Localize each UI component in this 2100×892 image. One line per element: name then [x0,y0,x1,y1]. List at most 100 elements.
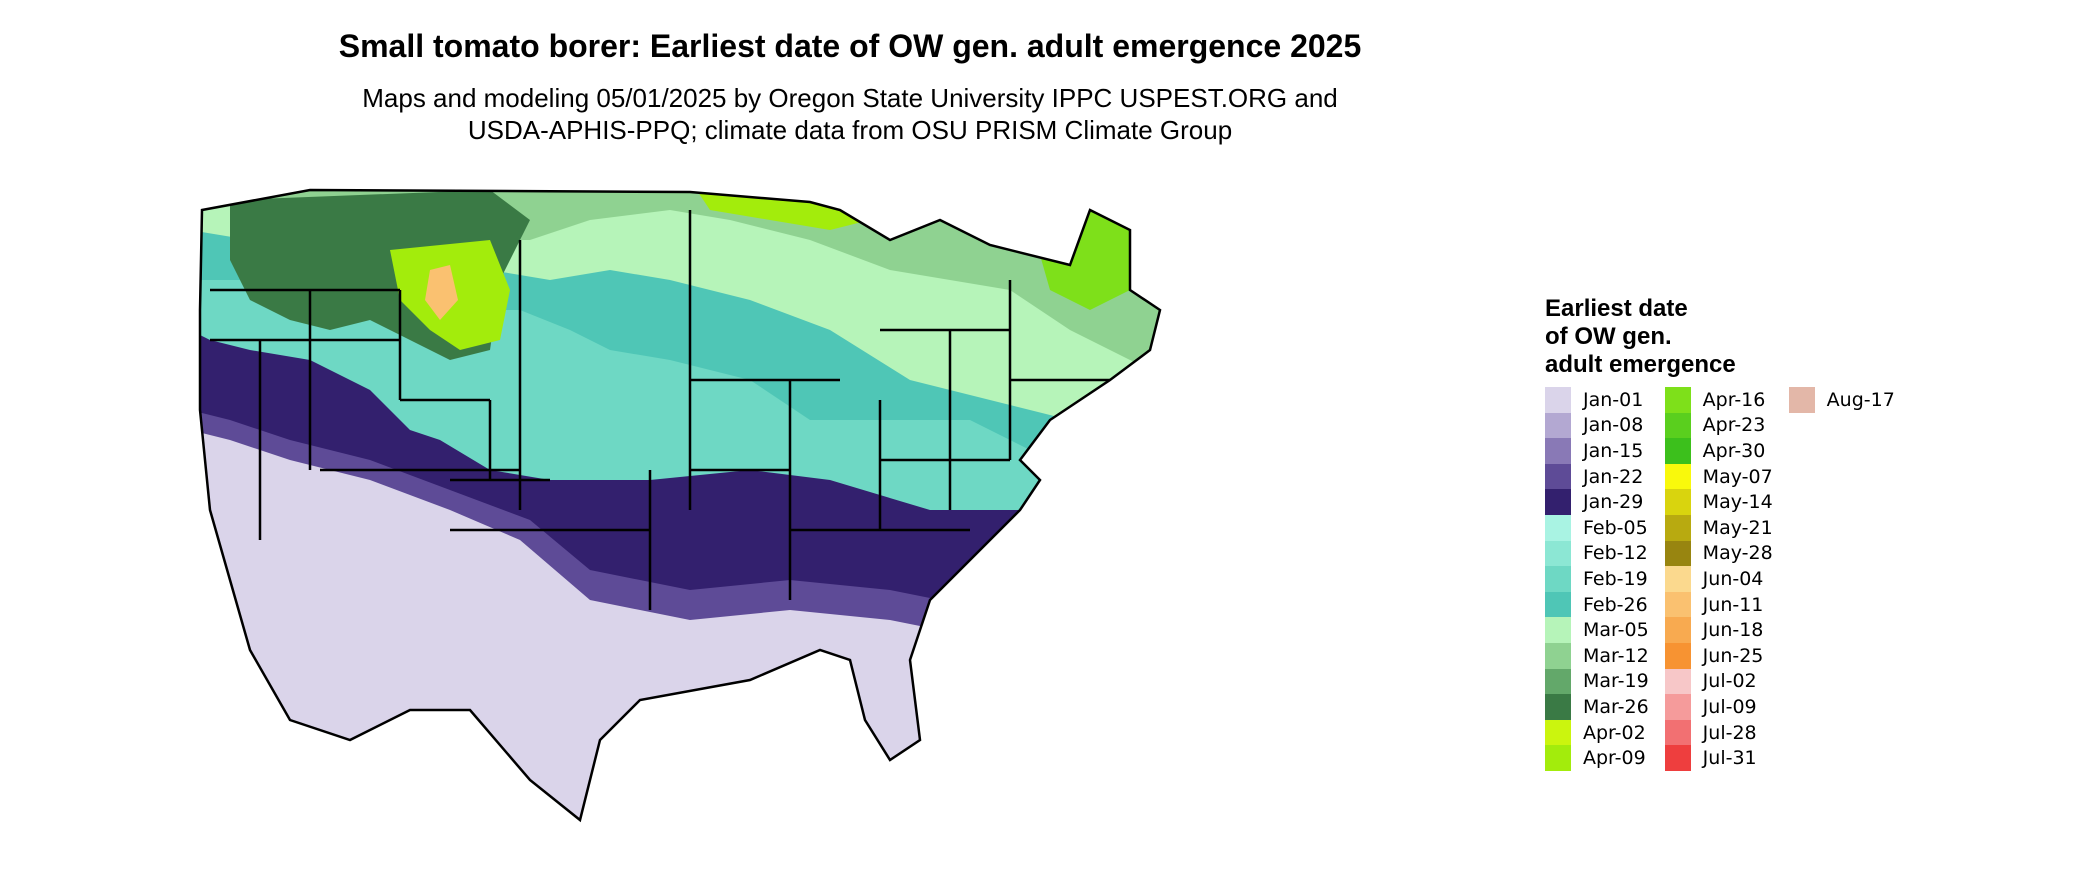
legend-item: Mar-26 [1545,694,1649,720]
us-outline [198,188,1162,823]
legend-columns: Jan-01 Jan-08 Jan-15 Jan-22 Jan-29 Feb-05 Feb-… [1545,387,1895,771]
legend-label: May-07 [1702,465,1773,488]
legend-swatch [1545,438,1571,464]
legend-title-line: Earliest date [1545,295,1688,322]
legend-label: Jul-28 [1702,721,1757,744]
legend-swatch [1545,617,1571,643]
legend-column: Aug-17 [1788,387,1895,771]
legend-label: Jan-15 [1583,439,1644,462]
legend-swatch [1664,642,1691,669]
legend-item: May-21 [1664,514,1773,541]
legend-label: Feb-26 [1583,593,1648,616]
legend-title-line: of OW gen. [1545,323,1672,350]
legend-item: Mar-19 [1545,668,1649,695]
legend-item: Jun-11 [1664,591,1773,618]
legend-item: Mar-12 [1545,642,1649,669]
legend-swatch [1664,694,1691,720]
legend-item: Apr-23 [1664,412,1773,439]
legend-label: Apr-16 [1702,388,1766,411]
legend-label: Jan-29 [1583,491,1644,514]
legend: Earliest date of OW gen. adult emergence… [1545,295,1895,771]
legend-item: Jan-08 [1545,412,1649,439]
legend-label: Mar-19 [1583,670,1649,693]
legend-swatch [1664,463,1691,490]
legend-label: May-28 [1702,542,1773,565]
legend-label: May-21 [1702,516,1773,539]
legend-swatch [1545,463,1571,490]
legend-swatch [1545,642,1571,669]
legend-label: Jul-31 [1702,747,1757,770]
legend-swatch [1545,694,1571,720]
legend-swatch [1664,591,1691,618]
legend-label: Mar-12 [1583,644,1649,667]
legend-item: Apr-30 [1664,438,1773,464]
legend-swatch [1545,566,1571,592]
legend-item: Feb-12 [1545,540,1649,567]
legend-label: Apr-23 [1702,414,1766,437]
legend-column: Jan-01 Jan-08 Jan-15 Jan-22 Jan-29 Feb-05 Feb-… [1545,387,1649,771]
legend-swatch [1664,387,1691,413]
legend-item: Feb-19 [1545,566,1649,592]
legend-swatch [1664,514,1691,541]
legend-swatch [1664,617,1691,643]
legend-label: Apr-09 [1583,747,1646,770]
legend-item: Jul-09 [1664,694,1773,720]
legend-swatch [1664,566,1691,592]
legend-swatch [1664,438,1691,464]
legend-item: Jan-15 [1545,438,1649,464]
legend-label: Jan-01 [1583,388,1644,411]
legend-label: Jun-04 [1702,567,1764,590]
legend-label: Apr-02 [1583,721,1646,744]
legend-swatch [1545,540,1571,567]
legend-item: Jul-28 [1664,719,1773,746]
legend-label: May-14 [1702,491,1773,514]
legend-label: Jan-22 [1583,465,1644,488]
legend-item: May-28 [1664,540,1773,567]
legend-label: Feb-12 [1583,542,1648,565]
legend-item: Mar-05 [1545,617,1649,643]
legend-label: Aug-17 [1826,388,1895,411]
legend-item: Apr-09 [1545,745,1649,771]
legend-label: Mar-26 [1583,695,1649,718]
border-lines [210,210,1110,610]
legend-swatch [1545,412,1571,439]
legend-label: Apr-30 [1702,439,1766,462]
legend-swatch [1664,412,1691,439]
legend-item: Jun-04 [1664,566,1773,592]
legend-swatch [1545,591,1571,618]
band-high-peaks [425,265,458,320]
legend-swatch [1788,387,1815,413]
legend-label: Jun-18 [1702,619,1764,642]
legend-label: Jan-08 [1583,414,1644,437]
legend-swatch [1545,514,1571,541]
subtitle-line-1: Maps and modeling 05/01/2025 by Oregon S… [362,83,1338,113]
legend-label: Jun-11 [1702,593,1764,616]
legend-item: Feb-05 [1545,514,1649,541]
legend-item: Jul-31 [1664,745,1773,771]
legend-item: Feb-26 [1545,591,1649,618]
legend-item: Jun-25 [1664,642,1773,669]
legend-title-line: adult emergence [1545,351,1736,378]
legend-item: Aug-17 [1788,387,1895,413]
legend-swatch [1664,745,1691,771]
legend-item: May-14 [1664,489,1773,515]
legend-swatch [1664,540,1691,567]
legend-item: Jan-29 [1545,489,1649,515]
legend-swatch [1545,719,1571,746]
legend-swatch [1545,745,1571,771]
legend-item: Jul-02 [1664,668,1773,695]
legend-swatch [1545,489,1571,515]
map-title: Small tomato borer: Earliest date of OW … [338,28,1362,64]
legend-title: Earliest date of OW gen. adult emergence [1545,295,1895,379]
legend-label: Jun-25 [1702,644,1764,667]
legend-swatch [1664,668,1691,695]
us-emergence-map [198,188,1162,823]
legend-item: Jan-01 [1545,387,1649,413]
legend-swatch [1664,489,1691,515]
legend-item: Jan-22 [1545,463,1649,490]
legend-item: Apr-16 [1664,387,1773,413]
legend-label: Mar-05 [1583,619,1649,642]
emergence-bands [200,190,1160,820]
state-borders [198,188,1162,823]
legend-item: Jun-18 [1664,617,1773,643]
